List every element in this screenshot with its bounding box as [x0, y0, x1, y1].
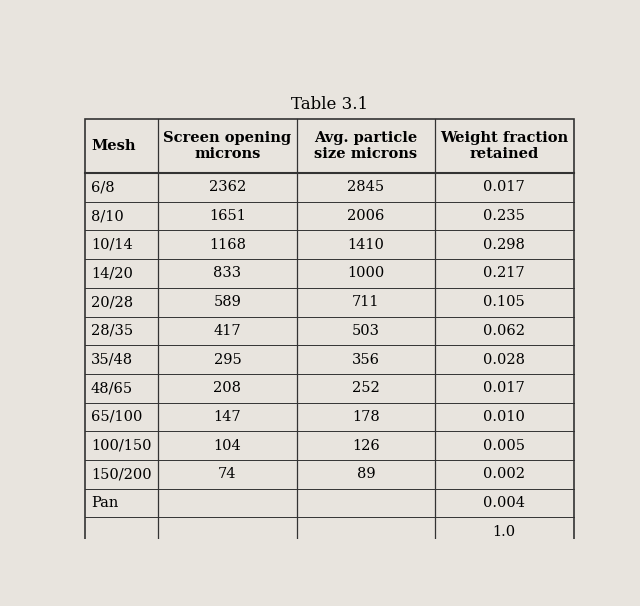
Text: 503: 503	[352, 324, 380, 338]
Text: 1168: 1168	[209, 238, 246, 251]
Text: 0.017: 0.017	[483, 381, 525, 395]
Text: 8/10: 8/10	[91, 209, 124, 223]
Text: 252: 252	[352, 381, 380, 395]
Text: 589: 589	[214, 295, 241, 309]
Text: 417: 417	[214, 324, 241, 338]
Text: 89: 89	[356, 467, 375, 481]
Text: 2362: 2362	[209, 181, 246, 195]
Text: 0.002: 0.002	[483, 467, 525, 481]
Text: 208: 208	[214, 381, 241, 395]
Text: Table 3.1: Table 3.1	[291, 96, 368, 113]
Text: 0.062: 0.062	[483, 324, 525, 338]
Text: 0.235: 0.235	[483, 209, 525, 223]
Text: 0.028: 0.028	[483, 353, 525, 367]
Text: 100/150: 100/150	[91, 439, 152, 453]
Text: 35/48: 35/48	[91, 353, 133, 367]
Text: 0.005: 0.005	[483, 439, 525, 453]
Text: 1.0: 1.0	[493, 525, 516, 539]
Text: 0.017: 0.017	[483, 181, 525, 195]
Text: 711: 711	[352, 295, 380, 309]
Text: Mesh: Mesh	[91, 139, 136, 153]
Text: 1000: 1000	[348, 267, 385, 281]
Text: 0.010: 0.010	[483, 410, 525, 424]
Text: Weight fraction
retained: Weight fraction retained	[440, 131, 568, 161]
Text: 10/14: 10/14	[91, 238, 132, 251]
Text: 14/20: 14/20	[91, 267, 132, 281]
Text: 1410: 1410	[348, 238, 384, 251]
Text: 0.298: 0.298	[483, 238, 525, 251]
Text: 2845: 2845	[348, 181, 385, 195]
Text: 126: 126	[352, 439, 380, 453]
Text: 295: 295	[214, 353, 241, 367]
Text: 833: 833	[213, 267, 241, 281]
Text: 147: 147	[214, 410, 241, 424]
Text: 0.217: 0.217	[483, 267, 525, 281]
Text: 104: 104	[214, 439, 241, 453]
Text: 20/28: 20/28	[91, 295, 133, 309]
Text: 65/100: 65/100	[91, 410, 142, 424]
Text: 178: 178	[352, 410, 380, 424]
Text: 48/65: 48/65	[91, 381, 133, 395]
Text: 2006: 2006	[347, 209, 385, 223]
Text: Avg. particle
size microns: Avg. particle size microns	[314, 131, 417, 161]
Text: 150/200: 150/200	[91, 467, 152, 481]
Text: 74: 74	[218, 467, 237, 481]
Text: 1651: 1651	[209, 209, 246, 223]
Text: 356: 356	[352, 353, 380, 367]
Text: 0.004: 0.004	[483, 496, 525, 510]
Text: 28/35: 28/35	[91, 324, 133, 338]
Text: 6/8: 6/8	[91, 181, 115, 195]
Text: 0.105: 0.105	[483, 295, 525, 309]
Text: Screen opening
microns: Screen opening microns	[163, 131, 291, 161]
Text: Pan: Pan	[91, 496, 118, 510]
